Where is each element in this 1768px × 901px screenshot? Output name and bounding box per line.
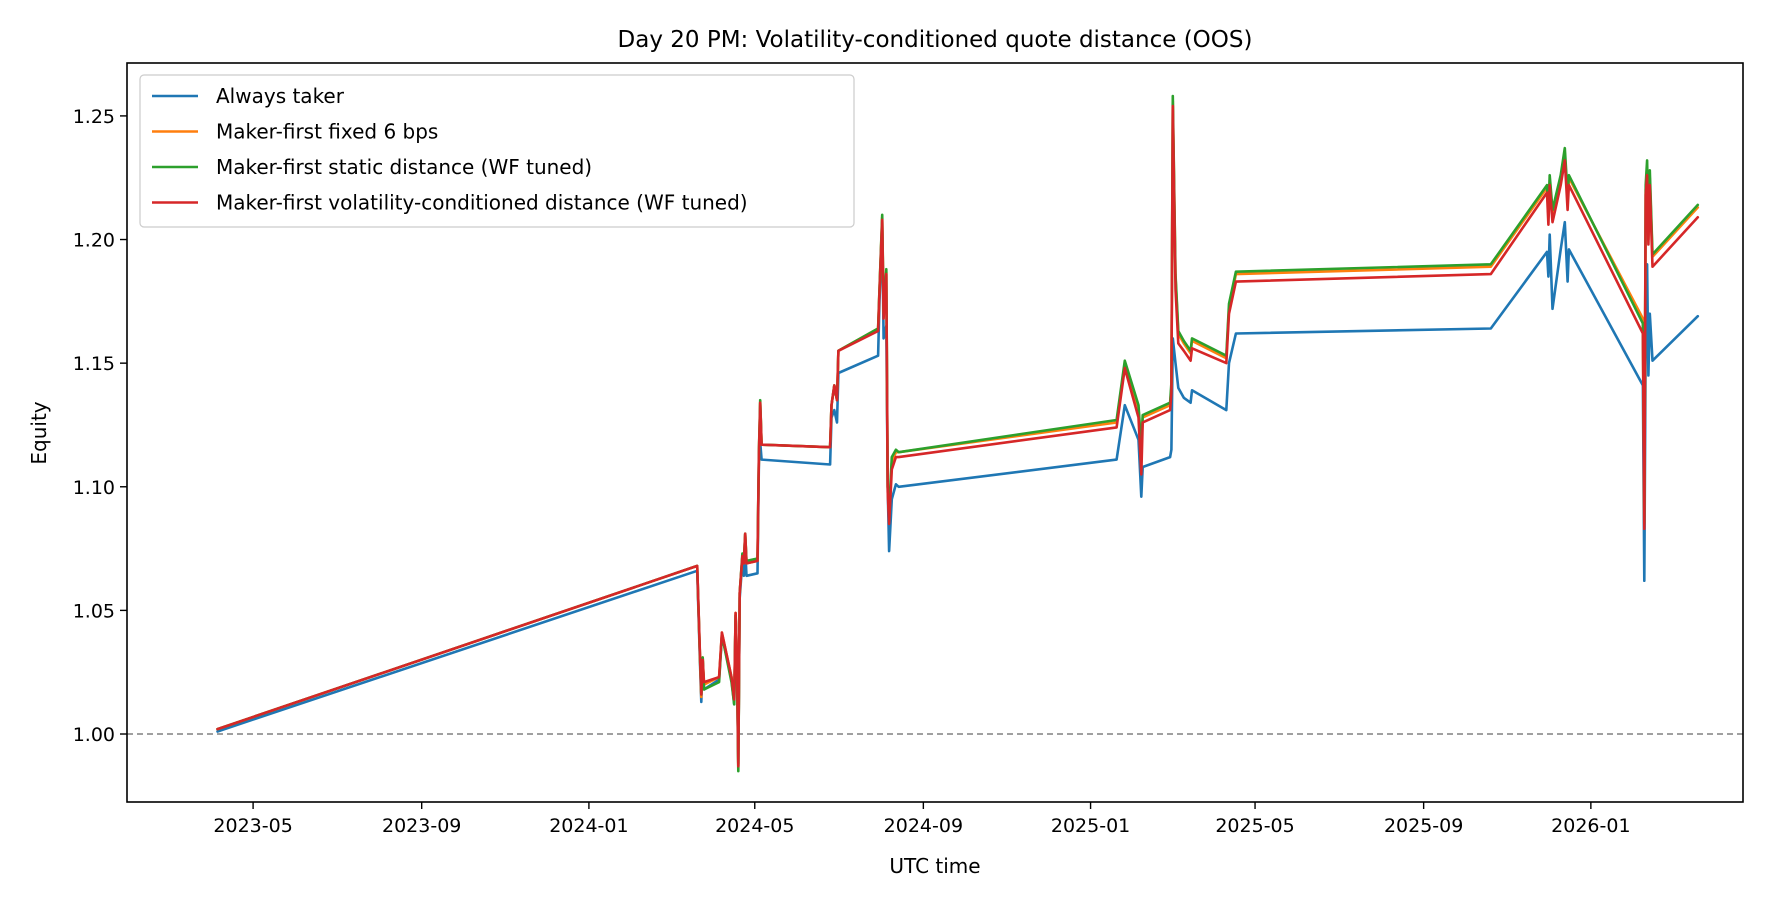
x-tick-label: 2025-09 [1384,815,1463,837]
legend-label-4: Maker-first volatility-conditioned dista… [216,191,748,215]
axes-frame [126,62,1744,803]
x-tick-label: 2025-05 [1215,815,1294,837]
x-tick-label: 2025-01 [1051,815,1130,837]
x-axis-ticks: 2023-05 2023-09 2024-01 2024-05 2024-09 2025-… [213,802,1631,837]
series-group [216,94,1700,773]
legend-label-1: Always taker [216,84,345,108]
y-tick-label: 1.05 [73,600,115,622]
y-tick-label: 1.00 [73,724,115,746]
x-axis-label: UTC time [889,854,980,878]
y-tick-label: 1.20 [73,230,115,252]
y-tick-label: 1.15 [73,353,115,375]
series-line-4 [216,104,1700,768]
x-tick-label: 2026-01 [1551,815,1630,837]
plot-area [127,94,1743,773]
y-tick-label: 1.10 [73,477,115,499]
legend-label-3: Maker-first static distance (WF tuned) [216,155,592,179]
legend-box [139,74,855,228]
x-tick-label: 2024-09 [884,815,963,837]
x-tick-label: 2023-09 [382,815,461,837]
x-tick-label: 2023-05 [213,815,292,837]
x-tick-label: 2024-05 [715,815,794,837]
legend-label-2: Maker-first fixed 6 bps [216,120,438,144]
x-tick-label: 2024-01 [549,815,628,837]
y-axis-ticks: 1.00 1.05 1.10 1.15 1.20 1.25 [73,106,127,746]
y-axis-label: Equity [27,401,51,464]
y-tick-label: 1.25 [73,106,115,128]
chart-title: Day 20 PM: Volatility-conditioned quote … [618,27,1253,53]
legend: Always taker Maker-first fixed 6 bps Maker… [139,74,855,228]
